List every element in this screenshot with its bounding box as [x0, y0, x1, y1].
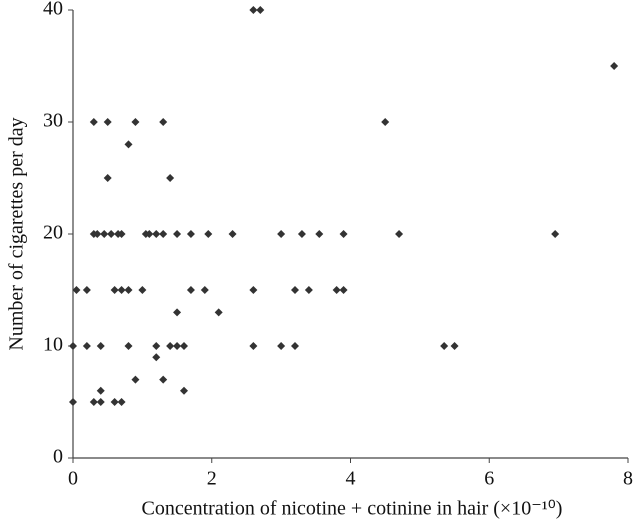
point: [89, 118, 98, 126]
point: [152, 342, 161, 350]
point: [249, 286, 258, 294]
point: [103, 174, 112, 182]
point: [159, 375, 168, 384]
point: [249, 342, 258, 350]
point: [124, 286, 133, 294]
point: [100, 230, 109, 238]
point: [180, 386, 188, 395]
point: [145, 230, 154, 238]
point: [315, 230, 324, 238]
point: [551, 230, 560, 238]
point: [159, 118, 168, 126]
point: [69, 398, 77, 406]
x-tick-label: 8: [623, 468, 633, 490]
point: [124, 342, 133, 350]
point: [103, 118, 112, 126]
point: [110, 398, 119, 406]
y-tick-label: 20: [43, 222, 63, 244]
point: [173, 230, 182, 238]
point: [304, 286, 313, 294]
point: [256, 6, 265, 14]
point: [339, 230, 348, 238]
point: [450, 342, 459, 350]
point: [159, 230, 168, 238]
x-tick-label: 2: [207, 468, 217, 490]
y-tick-label: 40: [43, 0, 63, 20]
point: [152, 230, 161, 238]
point: [69, 342, 77, 350]
point: [186, 286, 195, 294]
point: [131, 118, 140, 126]
x-tick-label: 6: [484, 468, 494, 490]
point: [82, 342, 91, 350]
point: [166, 174, 175, 182]
point: [152, 353, 161, 362]
point: [277, 230, 286, 238]
x-tick-label: 4: [346, 468, 356, 490]
point: [249, 6, 258, 14]
point: [228, 230, 237, 238]
point: [204, 230, 213, 238]
x-tick-label: 0: [68, 468, 78, 490]
y-tick-label: 0: [53, 446, 63, 468]
point: [138, 286, 147, 294]
point: [180, 342, 188, 350]
point: [89, 398, 98, 406]
point: [291, 286, 299, 294]
point: [117, 230, 126, 238]
point: [339, 286, 348, 294]
x-axis-label: Concentration of nicotine + cotinine in …: [142, 498, 563, 520]
point: [610, 62, 619, 70]
point: [107, 230, 116, 238]
point: [82, 286, 91, 294]
point: [173, 308, 182, 317]
point: [117, 398, 126, 406]
point: [332, 286, 341, 294]
point: [117, 286, 126, 294]
point: [131, 375, 140, 384]
point: [173, 342, 182, 350]
point: [214, 308, 223, 317]
y-axis-label: Number of cigarettes per day: [6, 117, 28, 350]
point: [200, 286, 209, 294]
point: [277, 342, 286, 350]
point: [72, 286, 81, 294]
point: [93, 230, 102, 238]
y-tick-label: 30: [43, 110, 63, 132]
point: [440, 342, 449, 350]
point: [96, 342, 105, 350]
point: [96, 386, 105, 395]
point: [166, 342, 175, 350]
point: [124, 140, 133, 149]
point: [381, 118, 390, 126]
point: [291, 342, 299, 350]
point: [96, 398, 105, 406]
point: [395, 230, 404, 238]
point: [186, 230, 195, 238]
point: [110, 286, 119, 294]
point: [297, 230, 306, 238]
y-tick-label: 10: [43, 334, 63, 356]
